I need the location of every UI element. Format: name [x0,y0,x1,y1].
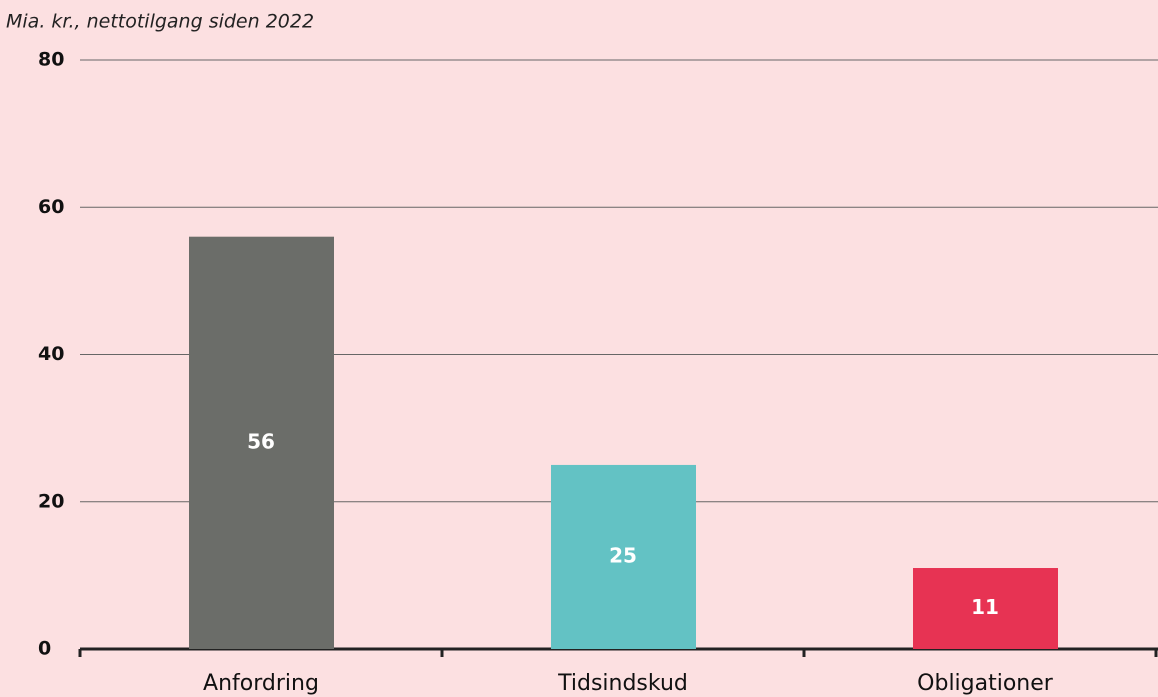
y-tick-label: 0 [38,638,51,660]
bar [913,568,1058,649]
y-tick-label: 80 [38,49,64,71]
x-tick-label: Anfordring [203,671,319,696]
value-label: 56 [247,429,275,453]
y-tick-label: 60 [38,196,64,218]
value-label: 25 [609,543,637,567]
chart-subtitle: Mia. kr., nettotilgang siden 2022 [6,11,314,33]
x-tick-label: Tidsindskud [557,671,688,696]
y-tick-label: 20 [38,490,64,512]
x-tick-label: Obligationer [917,671,1054,696]
bar [551,464,696,649]
value-label: 11 [971,595,999,619]
bar [189,236,334,649]
y-tick-label: 40 [38,343,64,365]
